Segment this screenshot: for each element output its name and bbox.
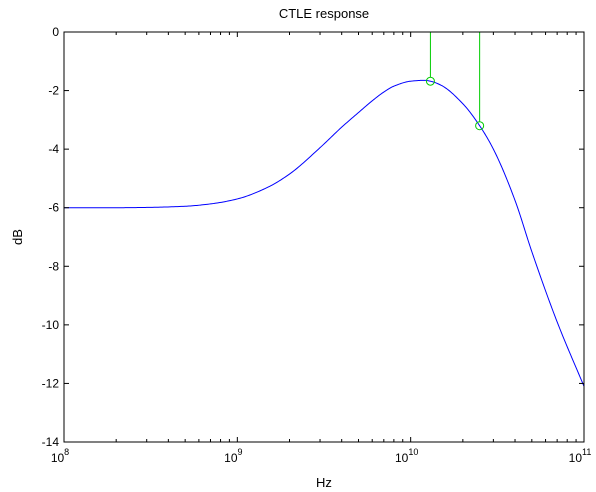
series-line-0: [64, 79, 585, 387]
plot-area: [63, 31, 585, 443]
y-tick-label: 0: [52, 25, 59, 39]
curves-layer: [64, 79, 585, 387]
y-tick-label: -12: [42, 376, 60, 390]
x-tick-labels: 108 109 1010 1011: [51, 447, 592, 465]
x-axis-label: Hz: [316, 475, 332, 490]
x-tick-label: 109: [224, 447, 242, 465]
y-tick-labels: 0 -2 -4 -6 -8 -10 -12 -14: [42, 25, 60, 449]
x-tick-label: 1010: [395, 447, 418, 465]
marker-point-1: [475, 121, 485, 131]
y-tick-label: -8: [48, 259, 59, 273]
y-tick-label: -2: [48, 84, 59, 98]
y-tick-label: -6: [48, 201, 59, 215]
y-axis-label: dB: [10, 229, 25, 245]
y-tick-label: -10: [42, 318, 60, 332]
x-tick-label: 108: [51, 447, 69, 465]
ticks-layer: [63, 31, 585, 443]
x-tick-label: 1011: [569, 447, 592, 465]
plot-background: [64, 32, 584, 442]
y-tick-label: -14: [42, 435, 60, 449]
y-tick-label: -4: [48, 142, 59, 156]
chart-title: CTLE response: [279, 6, 369, 21]
markers-layer: [425, 32, 485, 131]
plot-frame: [63, 31, 585, 443]
marker-point-0: [425, 76, 435, 86]
